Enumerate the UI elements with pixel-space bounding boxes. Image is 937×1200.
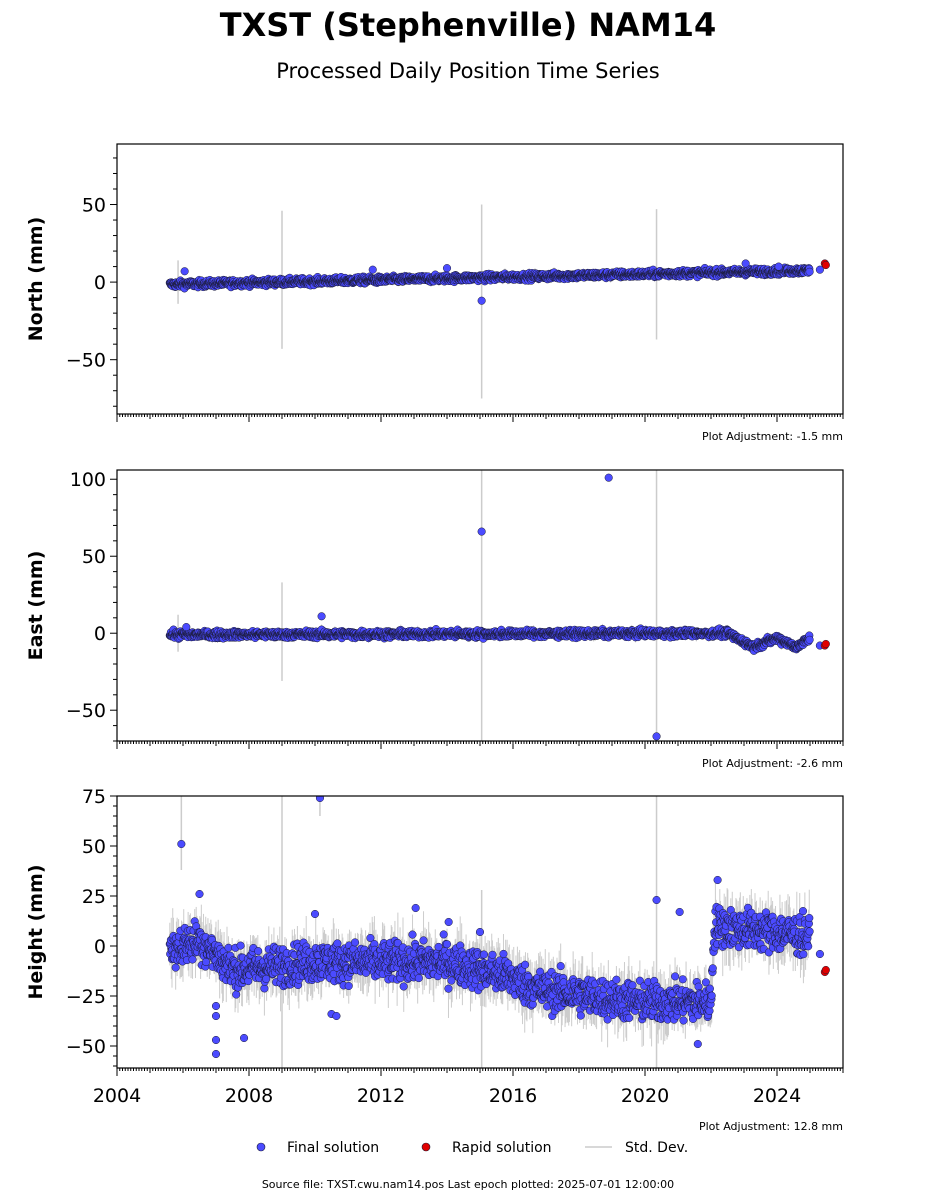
y-tick-label: 0: [94, 272, 106, 294]
rapid-point: [821, 260, 830, 270]
final-outlier-point: [741, 259, 750, 268]
plot-area: [165, 470, 830, 741]
panel-1: −50 0 50 North (mm) Plot Adjustment: -1.5 mm: [25, 143, 844, 443]
chart-subtitle: Processed Daily Position Time Series: [276, 59, 660, 83]
y-tick-label: −50: [66, 350, 106, 372]
y-tick-label: 50: [82, 195, 106, 217]
y-axis-label: North (mm): [25, 217, 47, 342]
plot-area: [165, 204, 830, 399]
plot-adjustment: Plot Adjustment: -1.5 mm: [702, 430, 843, 443]
final-outlier-point: [180, 267, 189, 276]
rapid-points: [820, 259, 830, 270]
std-dev-lines: [169, 204, 810, 399]
final-outlier-point: [368, 265, 377, 274]
final-point: [805, 267, 814, 276]
final-points: [165, 473, 824, 741]
final-outlier-point: [477, 296, 486, 305]
std-dev-lines: [169, 470, 810, 741]
final-outlier-point: [442, 264, 452, 273]
final-points: [165, 259, 824, 305]
panels: −50 0 50 North (mm) Plot Adjustment: -1.5 mm…: [25, 143, 844, 1133]
chart-title: TXST (Stephenville) NAM14: [220, 6, 717, 44]
final-outlier-point: [774, 262, 783, 271]
final-outlier-point: [815, 265, 824, 274]
